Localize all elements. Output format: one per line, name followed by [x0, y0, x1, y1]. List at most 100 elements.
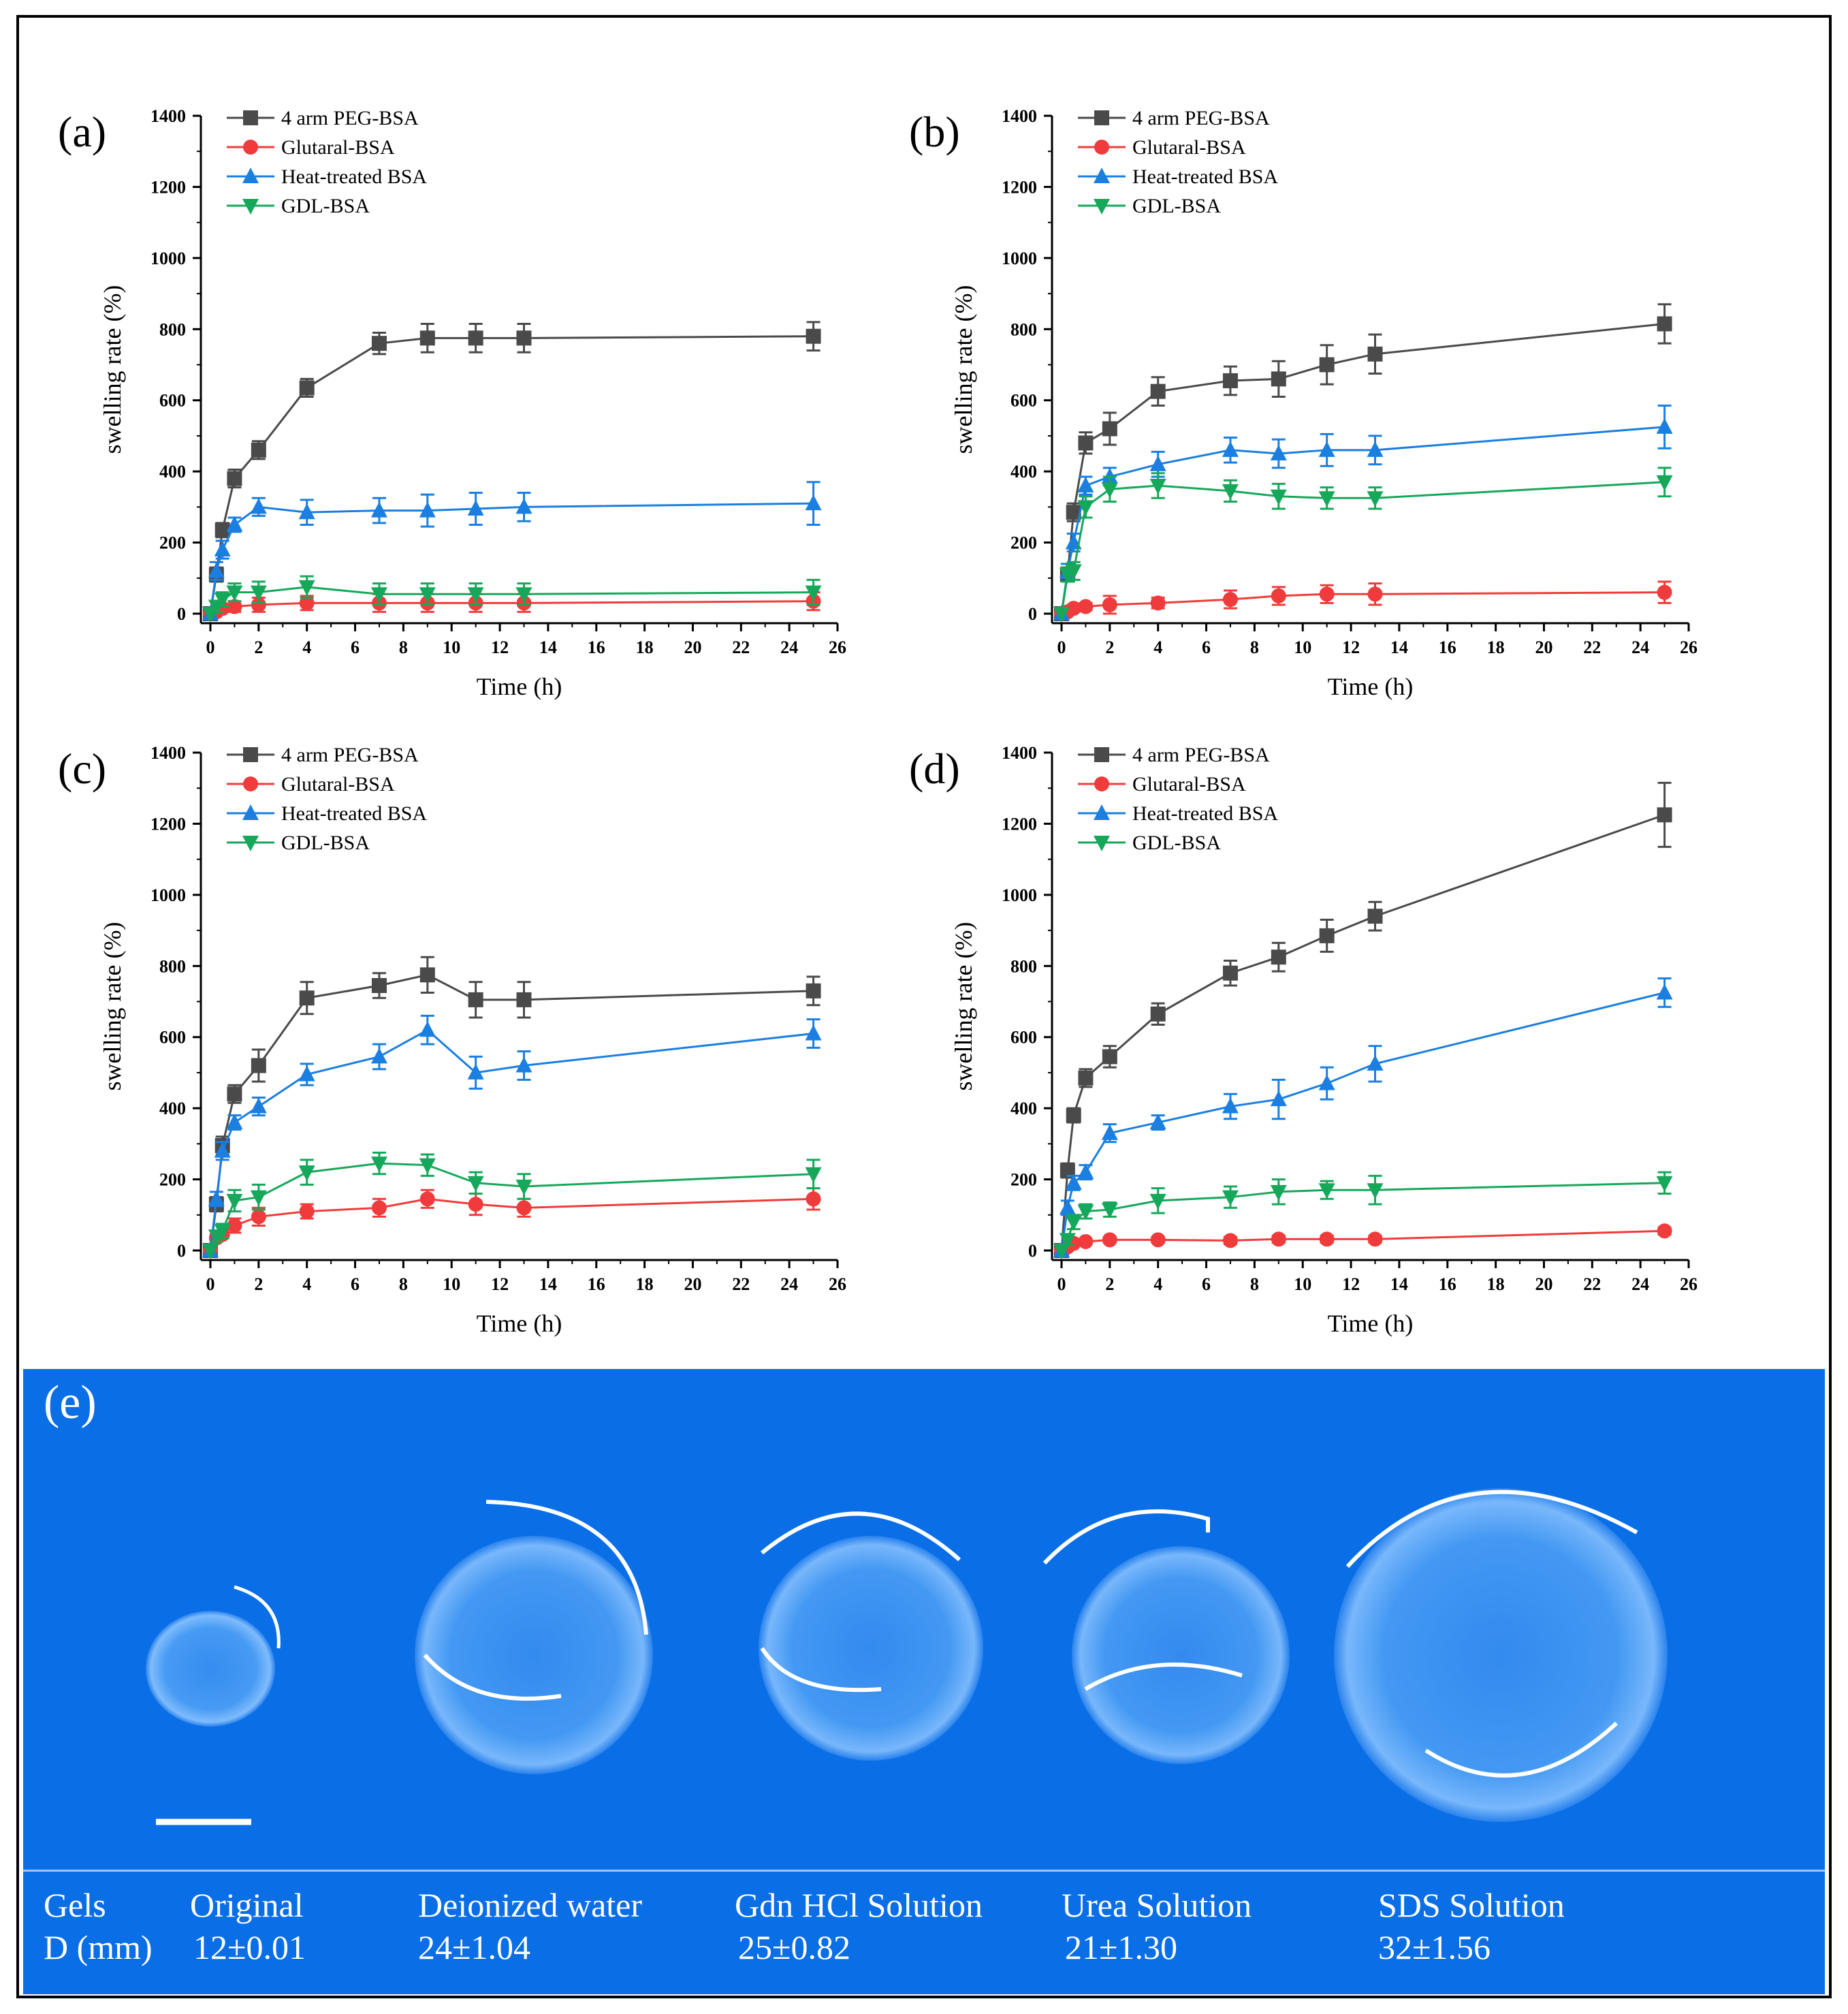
table-value-sds: 32±1.56 [1378, 1928, 1491, 1966]
series-glutaral-bsa [203, 591, 821, 621]
y-tick-label: 600 [159, 1028, 186, 1048]
x-tick-label: 0 [206, 1274, 215, 1294]
data-point-gdl-bsa [370, 1157, 387, 1173]
data-point-heat-treated-bsa [1149, 455, 1166, 471]
panel-label: (b) [909, 108, 960, 156]
data-point-glutaral-bsa [806, 1191, 821, 1207]
data-point-gdl-bsa [419, 587, 436, 603]
x-tick-label: 6 [1202, 1274, 1211, 1294]
table-value-original: 12±0.01 [193, 1928, 306, 1966]
data-point-heat-treated-bsa [1101, 1124, 1118, 1140]
legend-label-heat-treated-bsa: Heat-treated BSA [1132, 166, 1278, 188]
chart-panel-d: 0 2 4 6 8 10 12 14 16 18 20 22 24 2602004006008001000… [909, 743, 1698, 1337]
gel-photo: (e) [23, 1369, 1825, 1870]
data-point-heat-treated-bsa [1059, 1199, 1076, 1215]
data-point-gdl-bsa [1656, 1176, 1673, 1192]
data-point-heat-treated-bsa [805, 1024, 822, 1041]
x-tick-label: 20 [1535, 638, 1552, 657]
series-gdl-bsa [202, 1151, 822, 1259]
x-tick-label: 10 [1294, 1274, 1311, 1294]
series-line-glutaral-bsa [209, 1197, 814, 1251]
data-point-heat-treated-bsa [214, 1142, 231, 1158]
series-peg-bsa [203, 321, 821, 621]
x-tick-label: 4 [1153, 638, 1162, 657]
x-tick-label: 14 [539, 1274, 557, 1294]
data-point-heat-treated-bsa [208, 562, 225, 578]
data-point-glutaral-bsa [1319, 1231, 1335, 1247]
data-point-gdl-bsa [419, 1158, 436, 1174]
legend-marker-gdl-bsa [242, 836, 259, 851]
data-point-gdl-bsa [1101, 482, 1118, 499]
data-point-gdl-bsa [1270, 1184, 1287, 1201]
x-tick-label: 18 [636, 1274, 654, 1294]
x-tick-label: 20 [684, 638, 701, 657]
table-row-label-diameter: D (mm) [44, 1928, 153, 1966]
x-tick-label: 8 [1250, 1274, 1259, 1294]
data-point-peg-bsa [1150, 383, 1166, 399]
data-point-gdl-bsa [805, 585, 822, 601]
x-tick-label: 6 [351, 1274, 360, 1294]
x-tick-label: 20 [1535, 1274, 1552, 1294]
series-line-heat-treated-bsa [1060, 426, 1665, 614]
gel-deionized-water [415, 1500, 653, 1774]
x-tick-label: 26 [829, 638, 846, 657]
legend-marker-gdl-bsa [242, 199, 259, 215]
x-tick-label: 26 [1680, 638, 1698, 657]
x-tick-label: 18 [636, 638, 654, 657]
data-point-peg-bsa [371, 978, 387, 994]
table-value-deionized-water: 24±1.04 [418, 1928, 530, 1966]
gel-original [146, 1585, 281, 1727]
data-point-gdl-bsa [1367, 491, 1384, 507]
x-tick-label: 24 [780, 638, 798, 657]
y-axis-label: swelling rate (%) [950, 922, 977, 1091]
legend-marker-gdl-bsa [1094, 199, 1110, 215]
x-tick-label: 4 [1153, 1274, 1162, 1294]
y-tick-label: 1400 [1002, 743, 1037, 763]
y-axis-label: swelling rate (%) [99, 285, 126, 454]
data-point-gdl-bsa [1367, 1183, 1384, 1199]
series-gdl-bsa [202, 575, 822, 623]
data-point-gdl-bsa [370, 587, 387, 603]
x-tick-label: 8 [399, 1274, 408, 1294]
legend-label-peg-bsa: 4 arm PEG-BSA [281, 107, 419, 129]
legend-marker-glutaral-bsa [1094, 776, 1109, 791]
data-point-gdl-bsa [1053, 607, 1070, 623]
x-axis-label: Time (h) [1328, 673, 1414, 700]
data-point-gdl-bsa [1101, 1202, 1118, 1218]
data-point-gdl-bsa [1053, 1244, 1070, 1259]
data-point-gdl-bsa [1149, 479, 1166, 495]
data-point-gdl-bsa [1318, 491, 1335, 507]
y-tick-label: 1400 [1002, 106, 1037, 126]
data-point-heat-treated-bsa [1656, 418, 1673, 434]
legend-label-gdl-bsa: GDL-BSA [1132, 195, 1221, 217]
data-point-glutaral-bsa [1367, 1231, 1383, 1247]
data-point-glutaral-bsa [299, 595, 315, 611]
y-tick-label: 800 [159, 319, 186, 339]
x-tick-label: 0 [206, 638, 215, 657]
legend-marker-glutaral-bsa [1094, 140, 1109, 155]
data-point-gdl-bsa [1077, 500, 1094, 516]
y-tick-label: 1200 [150, 814, 186, 834]
data-point-glutaral-bsa [1319, 586, 1335, 602]
data-point-peg-bsa [214, 522, 230, 538]
data-point-glutaral-bsa [299, 1203, 315, 1219]
data-point-gdl-bsa [1149, 1193, 1166, 1210]
x-tick-label: 12 [1342, 638, 1360, 657]
data-point-glutaral-bsa [1066, 601, 1081, 616]
x-tick-label: 24 [780, 1274, 798, 1294]
y-tick-label: 1000 [1002, 885, 1037, 905]
data-point-glutaral-bsa [1271, 588, 1286, 603]
legend-marker-heat-treated-bsa [1094, 168, 1110, 183]
data-point-gdl-bsa [515, 1180, 532, 1196]
series-peg-bsa [1054, 303, 1672, 621]
x-tick-label: 14 [1390, 638, 1408, 657]
data-point-peg-bsa [468, 330, 483, 346]
data-point-gdl-bsa [1065, 564, 1082, 580]
data-point-glutaral-bsa [1222, 1233, 1238, 1248]
x-tick-label: 20 [684, 1274, 701, 1294]
x-tick-label: 16 [1439, 638, 1456, 657]
data-point-peg-bsa [1078, 435, 1094, 451]
legend-label-glutaral-bsa: Glutaral-BSA [281, 136, 395, 159]
chart-panel-c: 0 2 4 6 8 10 12 14 16 18 20 22 24 2602004006008001000… [58, 743, 846, 1337]
data-point-gdl-bsa [467, 1176, 484, 1192]
